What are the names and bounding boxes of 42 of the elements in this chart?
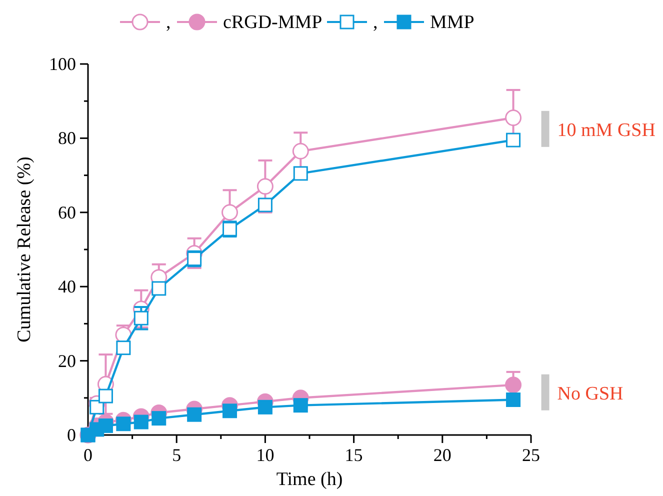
point xyxy=(258,400,272,414)
annotation: No GSH xyxy=(557,383,624,404)
point xyxy=(152,411,166,426)
point xyxy=(98,388,113,404)
point xyxy=(506,392,521,408)
point xyxy=(505,376,522,394)
point xyxy=(222,404,238,418)
legend-label: cRGD-MMP xyxy=(223,12,322,33)
point xyxy=(506,132,521,148)
point xyxy=(293,166,308,181)
y-tick-label: 0 xyxy=(67,425,76,445)
point xyxy=(98,418,113,433)
x-tick-label: 5 xyxy=(172,445,182,465)
y-tick-label: 100 xyxy=(49,54,76,74)
legend-label: MMP xyxy=(430,12,474,33)
point xyxy=(90,400,104,414)
point xyxy=(134,414,148,430)
y-axis-title: Cumulative Release (%) xyxy=(14,156,35,342)
x-tick-label: 25 xyxy=(522,445,540,465)
legend-label: , xyxy=(373,12,378,33)
y-tick-label: 60 xyxy=(58,202,76,222)
x-tick-label: 10 xyxy=(256,445,274,465)
point xyxy=(116,340,131,356)
point xyxy=(116,416,131,432)
y-tick-label: 20 xyxy=(58,350,76,371)
x-tick-label: 20 xyxy=(433,445,452,465)
x-tick-label: 15 xyxy=(344,445,363,465)
x-axis-title: Time (h) xyxy=(276,469,343,490)
y-tick-label: 40 xyxy=(58,276,76,297)
point xyxy=(134,310,148,326)
annotation: 10 mM GSH xyxy=(557,120,656,141)
point xyxy=(292,142,309,160)
legend-label: , xyxy=(166,12,171,33)
x-tick-label: 0 xyxy=(84,445,92,465)
point xyxy=(256,178,274,195)
point xyxy=(505,110,522,126)
point xyxy=(222,204,238,221)
y-tick-label: 80 xyxy=(58,128,76,148)
point xyxy=(187,407,202,422)
point xyxy=(258,198,272,212)
point xyxy=(152,281,166,296)
point xyxy=(293,398,308,413)
